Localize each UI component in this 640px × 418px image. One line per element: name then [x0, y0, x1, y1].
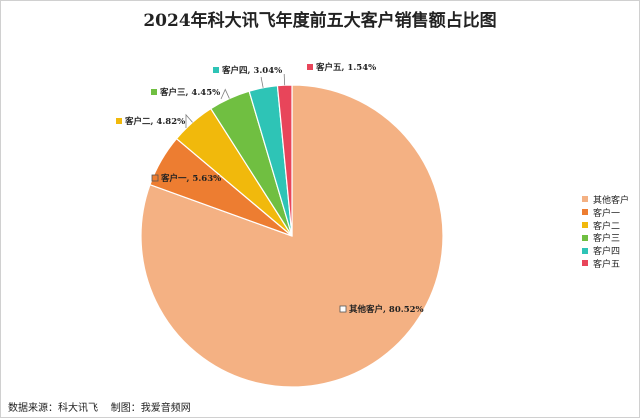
pie-slices: [140, 84, 444, 388]
legend-swatch: [582, 234, 588, 241]
data-label: 客户二, 4.82%: [124, 116, 185, 127]
legend-swatch: [582, 196, 588, 203]
legend-swatch: [582, 221, 588, 228]
leader-line: [260, 77, 264, 88]
label-marker: [307, 64, 313, 70]
footer-note: 数据来源：科大讯飞 制图：我爱音频网: [8, 399, 191, 414]
data-label: 客户一, 5.63%: [160, 173, 221, 184]
source-label: 数据来源：科大讯飞: [8, 403, 98, 414]
legend-label: 客户五: [593, 259, 621, 270]
legend-label: 客户四: [593, 247, 621, 258]
data-label: 客户五, 1.54%: [315, 62, 376, 73]
data-labels: 其他客户, 80.52% 客户一, 5.63% 客户二, 4.82% 客户三, 4.4…: [116, 62, 424, 315]
legend-swatch: [582, 209, 588, 216]
legend: 其他客户 客户一 客户二 客户三 客户四 客户五: [582, 193, 629, 270]
legend-swatch: [582, 247, 588, 254]
label-marker: [151, 89, 157, 95]
legend-label: 其他客户: [593, 195, 630, 206]
data-label: 其他客户, 80.52%: [349, 304, 424, 315]
leader-line: [220, 88, 230, 100]
legend-item: 客户四: [582, 244, 629, 257]
legend-item: 客户五: [582, 257, 629, 270]
legend-item: 其他客户: [582, 193, 629, 206]
legend-label: 客户二: [593, 221, 621, 232]
leader-lines: [185, 74, 286, 128]
legend-item: 客户一: [582, 206, 629, 219]
label-marker: [213, 67, 219, 73]
maker-label: 制图：我爱音频网: [110, 403, 191, 414]
legend-swatch: [582, 260, 588, 267]
legend-item: 客户三: [582, 231, 629, 244]
legend-label: 客户三: [593, 234, 621, 245]
legend-item: 客户二: [582, 219, 629, 232]
data-label: 客户四, 3.04%: [221, 65, 282, 76]
chart-title: 2024年科大讯飞年度前五大客户销售额占比图: [143, 11, 497, 31]
label-marker: [116, 118, 122, 124]
legend-label: 客户一: [593, 208, 621, 219]
data-label: 客户三, 4.45%: [159, 87, 220, 98]
pie-slice: [140, 84, 444, 388]
label-marker: [339, 305, 347, 313]
leader-line: [185, 113, 193, 128]
label-marker: [151, 174, 159, 182]
